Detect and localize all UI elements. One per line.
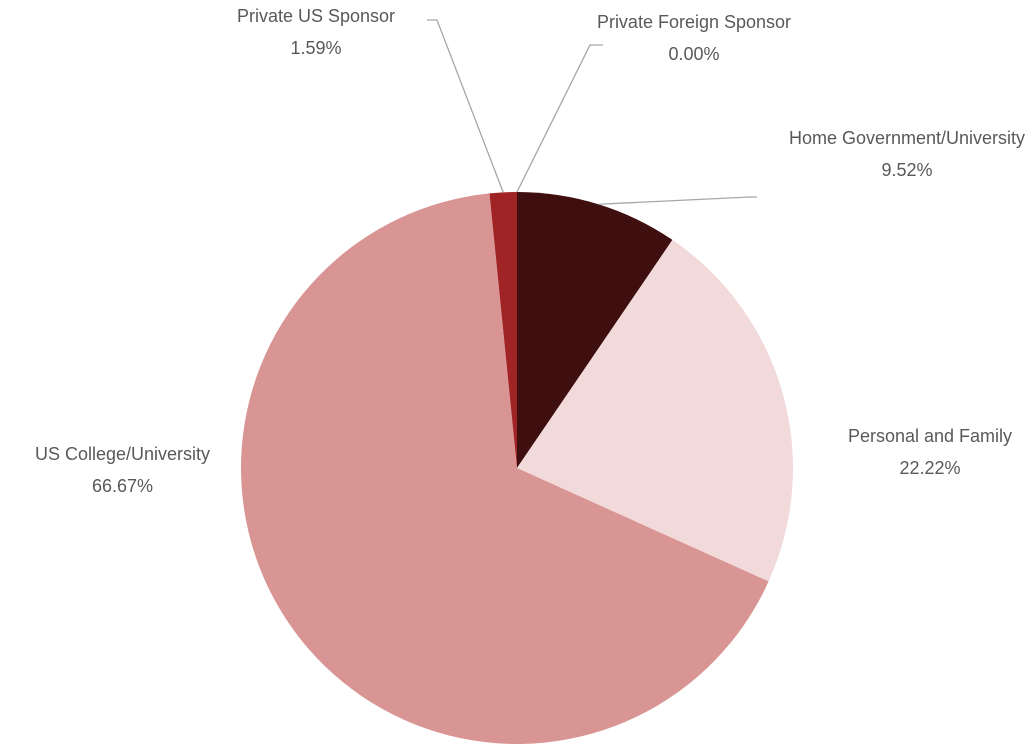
value-label: 9.52% — [881, 160, 933, 180]
category-label: Home Government/University — [788, 128, 1026, 148]
pie-slice — [241, 193, 769, 745]
value-label: 1.59% — [290, 38, 342, 58]
value-label: 22.22% — [899, 458, 961, 478]
data-label: Personal and Family 22.22% — [800, 420, 1036, 484]
value-label: 66.67% — [91, 476, 154, 496]
pie-slice — [517, 239, 793, 582]
category-label: Private Foreign Sponsor — [596, 12, 792, 32]
category-label: US College/University — [34, 444, 211, 464]
value-label: 0.00% — [668, 44, 720, 64]
data-label: Private US Sponsor 1.59% — [186, 0, 446, 64]
data-label: US College/University 66.67% — [0, 438, 245, 502]
data-label: Home Government/University 9.52% — [777, 122, 1036, 186]
leader-line — [427, 19, 504, 193]
pie-slice — [517, 192, 673, 468]
category-label: Personal and Family — [847, 426, 1013, 446]
leader-line — [516, 44, 603, 193]
leader-line — [598, 196, 757, 205]
category-label: Private US Sponsor — [236, 6, 396, 26]
data-label: Private Foreign Sponsor 0.00% — [564, 6, 824, 70]
pie-slice — [489, 192, 517, 468]
